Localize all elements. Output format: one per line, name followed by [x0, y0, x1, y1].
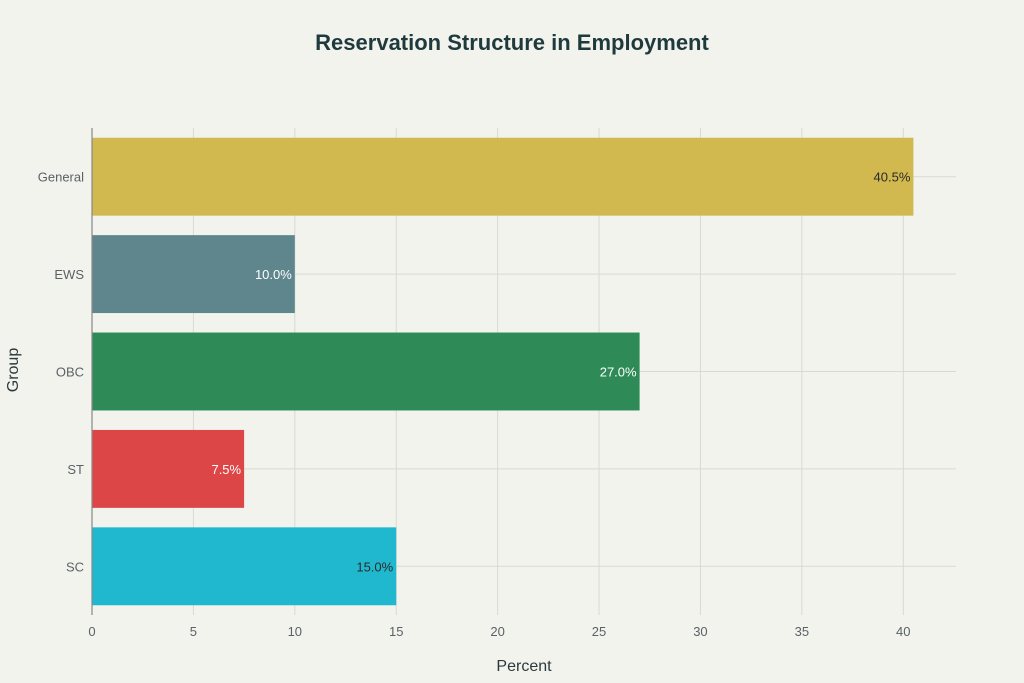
- bar-ews: [92, 235, 295, 314]
- y-tick-label: General: [38, 170, 84, 185]
- x-tick-label: 40: [896, 624, 910, 639]
- x-tick-labels: 0 5 10 15 20 25 30 35 40: [88, 624, 910, 639]
- y-tick-label: OBC: [56, 365, 84, 380]
- bar-data-label: 15.0%: [356, 559, 393, 574]
- y-tick-label: EWS: [54, 267, 84, 282]
- x-tick-label: 30: [693, 624, 707, 639]
- x-tick-label: 10: [288, 624, 302, 639]
- y-tick-label: ST: [67, 462, 84, 477]
- bar-data-label: 10.0%: [255, 267, 292, 282]
- x-tick-label: 35: [795, 624, 809, 639]
- bar-st: [92, 429, 245, 508]
- bar-general: [92, 137, 914, 216]
- chart-title: Reservation Structure in Employment: [315, 30, 709, 55]
- bar-obc: [92, 332, 640, 411]
- x-axis-title: Percent: [496, 658, 552, 675]
- y-axis-title: Group: [5, 348, 22, 393]
- x-tick-label: 0: [88, 624, 95, 639]
- bar-data-label: 7.5%: [211, 462, 241, 477]
- y-tick-labels: General EWS OBC ST SC: [38, 170, 85, 575]
- bar-data-label: 27.0%: [600, 365, 637, 380]
- x-tick-label: 25: [592, 624, 606, 639]
- bars: 40.5% 10.0% 27.0% 7.5% 15.0%: [92, 137, 914, 606]
- y-tick-label: SC: [66, 559, 84, 574]
- x-tick-label: 5: [190, 624, 197, 639]
- x-tick-label: 15: [389, 624, 403, 639]
- bar-data-label: 40.5%: [874, 170, 911, 185]
- x-tick-label: 20: [490, 624, 504, 639]
- bar-sc: [92, 527, 397, 606]
